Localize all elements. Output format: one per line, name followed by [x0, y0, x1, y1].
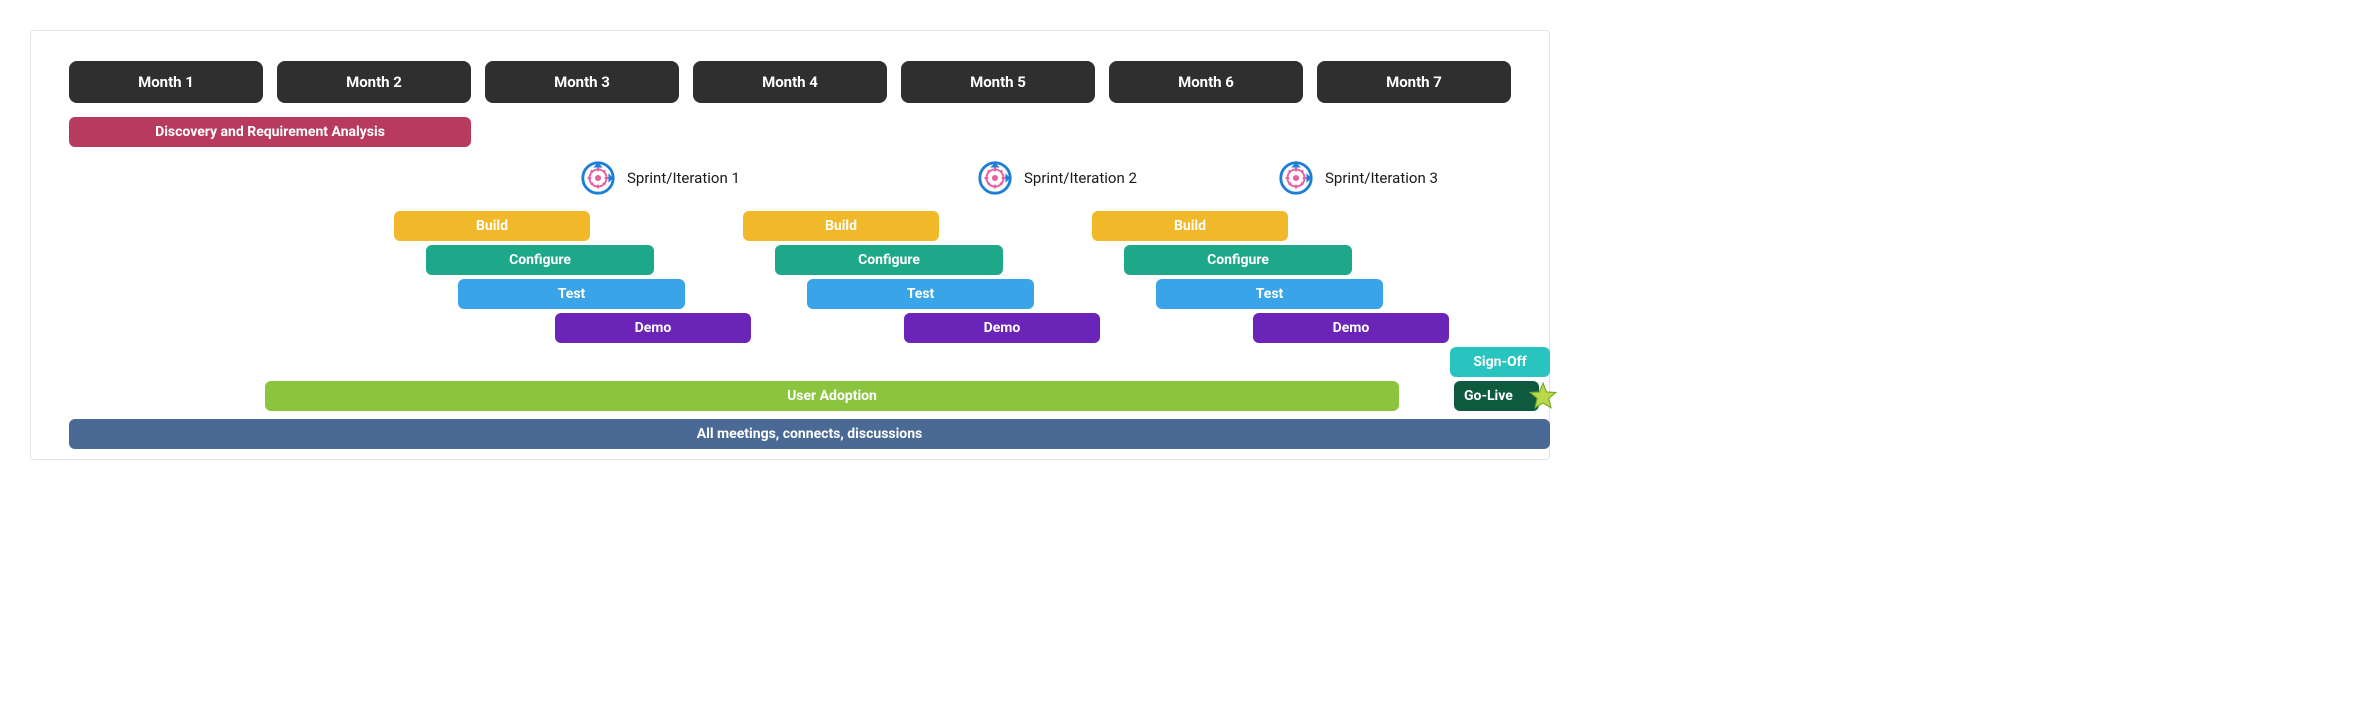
configure-bar: Configure: [775, 245, 1003, 275]
month-cell: Month 1: [69, 61, 263, 103]
month-cell: Month 7: [1317, 61, 1511, 103]
discovery-bar: Discovery and Requirement Analysis: [69, 117, 471, 147]
month-cell: Month 2: [277, 61, 471, 103]
month-cell: Month 5: [901, 61, 1095, 103]
sprint-label: Sprint/Iteration 3: [1277, 159, 1438, 197]
test-bar: Test: [1156, 279, 1383, 309]
sprint-label-text: Sprint/Iteration 2: [1024, 169, 1137, 187]
timeline-container: Month 1 Month 2 Month 3 Month 4 Month 5 …: [30, 30, 1550, 460]
sprint-label: Sprint/Iteration 2: [976, 159, 1137, 197]
test-bar: Test: [458, 279, 685, 309]
user-adoption-bar: User Adoption: [265, 381, 1399, 411]
golive-bar: Go-Live: [1454, 381, 1539, 411]
sprint-cycle-icon: [1277, 159, 1315, 197]
month-cell: Month 6: [1109, 61, 1303, 103]
month-cell: Month 3: [485, 61, 679, 103]
sprint-cycle-icon: [976, 159, 1014, 197]
build-bar: Build: [743, 211, 939, 241]
test-bar: Test: [807, 279, 1034, 309]
build-bar: Build: [394, 211, 590, 241]
month-header-row: Month 1 Month 2 Month 3 Month 4 Month 5 …: [69, 61, 1511, 103]
month-cell: Month 4: [693, 61, 887, 103]
star-icon: [1529, 382, 1557, 410]
sprint-label: Sprint/Iteration 1: [579, 159, 740, 197]
configure-bar: Configure: [426, 245, 654, 275]
sprint-label-text: Sprint/Iteration 3: [1325, 169, 1438, 187]
demo-bar: Demo: [555, 313, 751, 343]
demo-bar: Demo: [904, 313, 1100, 343]
demo-bar: Demo: [1253, 313, 1449, 343]
sprint-label-text: Sprint/Iteration 1: [627, 169, 740, 187]
meetings-bar: All meetings, connects, discussions: [69, 419, 1550, 449]
build-bar: Build: [1092, 211, 1288, 241]
sprint-cycle-icon: [579, 159, 617, 197]
configure-bar: Configure: [1124, 245, 1352, 275]
signoff-bar: Sign-Off: [1450, 347, 1550, 377]
